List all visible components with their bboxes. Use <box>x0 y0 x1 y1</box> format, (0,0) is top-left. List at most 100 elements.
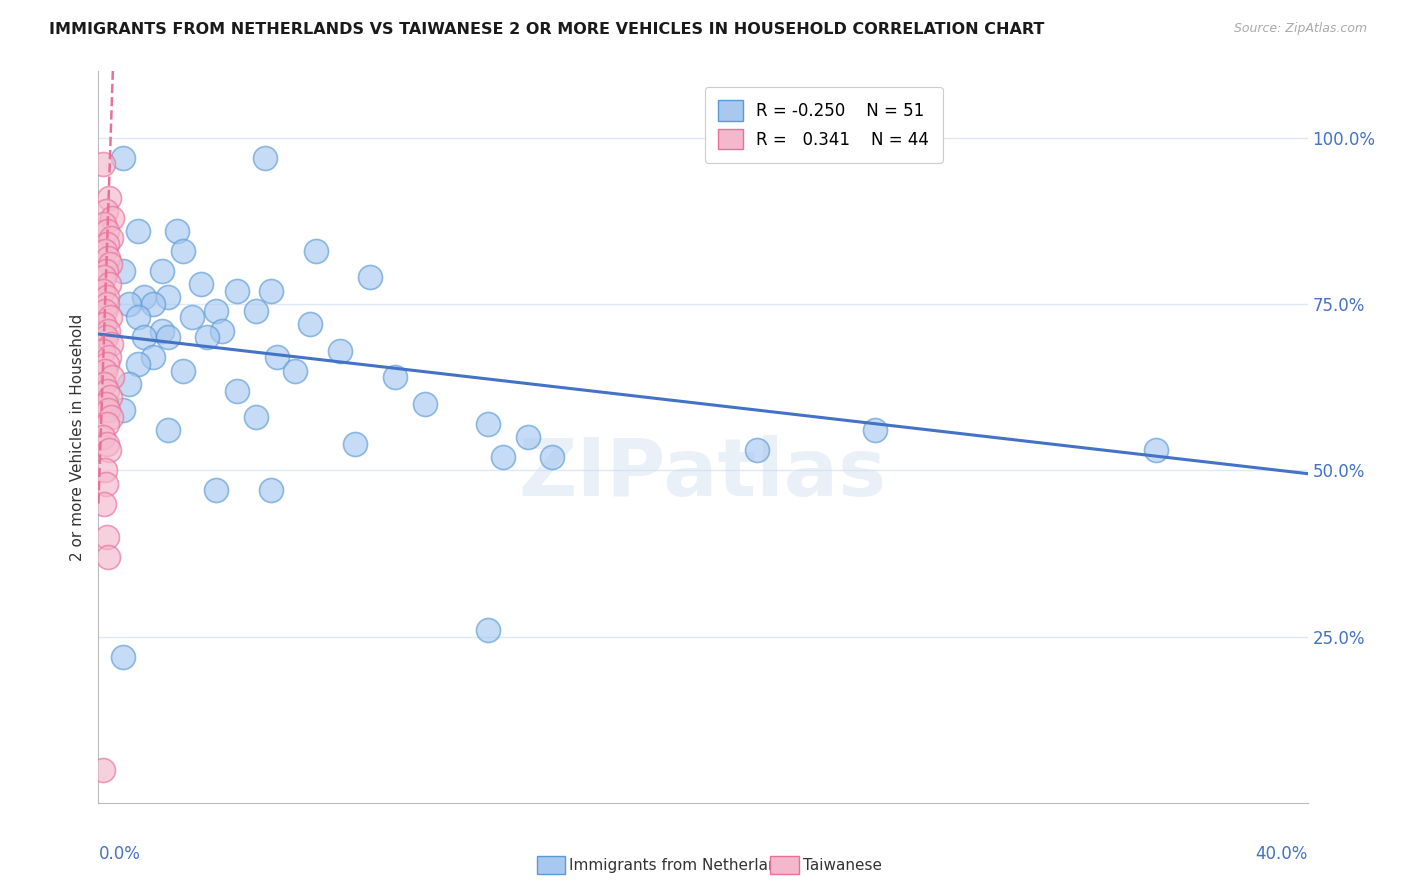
Point <box>142 351 165 365</box>
Point <box>100 230 122 244</box>
Point <box>97 251 120 265</box>
Point <box>96 417 118 431</box>
Point <box>245 410 267 425</box>
Point <box>156 290 179 304</box>
Point <box>98 191 121 205</box>
Point <box>260 483 283 498</box>
Point <box>260 284 283 298</box>
Point <box>344 436 367 450</box>
Point <box>492 450 515 464</box>
Text: Source: ZipAtlas.com: Source: ZipAtlas.com <box>1233 22 1367 36</box>
Point <box>477 417 499 431</box>
Point <box>96 384 118 398</box>
Point <box>98 390 121 404</box>
Point <box>96 436 118 450</box>
Point <box>97 324 120 338</box>
Text: ZIPatlas: ZIPatlas <box>519 434 887 513</box>
Point <box>94 463 117 477</box>
Point <box>93 217 115 231</box>
Point <box>253 151 276 165</box>
Point <box>205 303 228 318</box>
Point <box>413 397 436 411</box>
Point <box>118 297 141 311</box>
Point <box>190 277 212 292</box>
Point <box>540 450 562 464</box>
Point <box>1146 443 1168 458</box>
Legend: R = -0.250    N = 51, R =   0.341    N = 44: R = -0.250 N = 51, R = 0.341 N = 44 <box>704 87 942 162</box>
Point <box>98 443 121 458</box>
Point <box>150 264 173 278</box>
Point <box>94 330 117 344</box>
Point <box>96 290 118 304</box>
Point <box>94 476 117 491</box>
Text: 0.0%: 0.0% <box>98 846 141 863</box>
Point <box>98 277 121 292</box>
Point <box>96 357 118 371</box>
Point <box>93 497 115 511</box>
Point <box>98 351 121 365</box>
Point <box>111 403 134 417</box>
Point <box>127 224 149 238</box>
Text: 40.0%: 40.0% <box>1256 846 1308 863</box>
Point <box>94 244 117 258</box>
Point <box>384 370 406 384</box>
Point <box>111 649 134 664</box>
Point <box>266 351 288 365</box>
Point <box>226 284 249 298</box>
Point <box>91 343 114 358</box>
Point <box>127 357 149 371</box>
Point <box>118 376 141 391</box>
Point <box>94 303 117 318</box>
Point <box>91 763 114 777</box>
Point <box>91 430 114 444</box>
Point <box>211 324 233 338</box>
Point <box>156 424 179 438</box>
Point <box>245 303 267 318</box>
Point <box>101 370 124 384</box>
Point <box>865 424 887 438</box>
Point <box>111 151 134 165</box>
Point <box>284 363 307 377</box>
Point <box>205 483 228 498</box>
Point <box>195 330 218 344</box>
Point <box>100 410 122 425</box>
Point <box>329 343 352 358</box>
Point <box>477 623 499 637</box>
Point <box>96 530 118 544</box>
Point <box>94 397 117 411</box>
Point <box>172 363 194 377</box>
Point <box>132 290 155 304</box>
Point <box>98 257 121 271</box>
Point <box>97 549 120 564</box>
Point <box>96 224 118 238</box>
Point <box>299 317 322 331</box>
Point <box>94 363 117 377</box>
Y-axis label: 2 or more Vehicles in Household: 2 or more Vehicles in Household <box>69 313 84 561</box>
Point <box>97 403 120 417</box>
Point <box>127 310 149 325</box>
Point <box>91 284 114 298</box>
Point <box>96 297 118 311</box>
Point <box>132 330 155 344</box>
Point <box>142 297 165 311</box>
Point <box>516 430 538 444</box>
Point <box>101 211 124 225</box>
Point <box>360 270 382 285</box>
Text: Immigrants from Netherlands: Immigrants from Netherlands <box>569 858 796 872</box>
Point <box>98 310 121 325</box>
Point <box>166 224 188 238</box>
Point <box>96 237 118 252</box>
Point <box>111 264 134 278</box>
Text: Taiwanese: Taiwanese <box>803 858 882 872</box>
Point <box>156 330 179 344</box>
Point <box>747 443 769 458</box>
Point <box>93 376 115 391</box>
Text: IMMIGRANTS FROM NETHERLANDS VS TAIWANESE 2 OR MORE VEHICLES IN HOUSEHOLD CORRELA: IMMIGRANTS FROM NETHERLANDS VS TAIWANESE… <box>49 22 1045 37</box>
Point <box>91 157 114 171</box>
Point <box>94 204 117 219</box>
Point <box>100 337 122 351</box>
Point <box>93 270 115 285</box>
Point <box>305 244 328 258</box>
Point <box>150 324 173 338</box>
Point <box>93 317 115 331</box>
